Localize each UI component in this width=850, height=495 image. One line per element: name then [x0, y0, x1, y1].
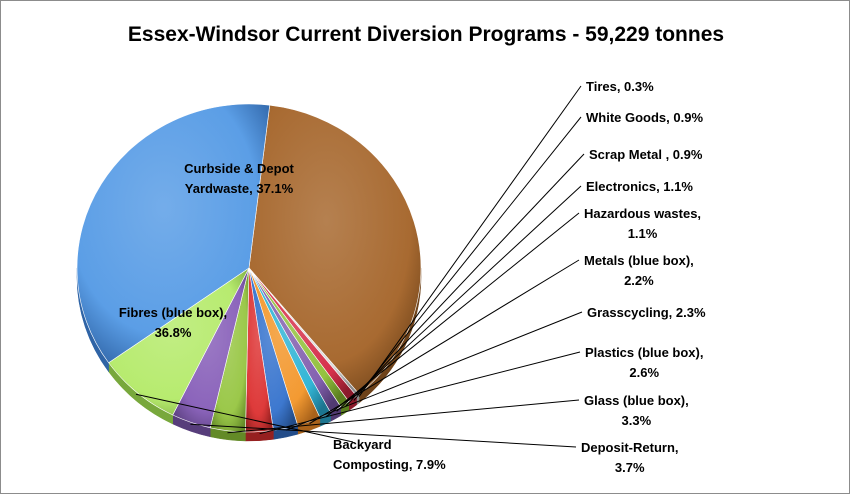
leader-line-deposit-return — [190, 423, 577, 448]
leader-line-plastics-blue-box — [259, 351, 581, 435]
leader-line-grasscycling — [285, 311, 583, 431]
slice-label-white-goods: White Goods, 0.9% — [586, 110, 703, 125]
slice-label-hazardous-wastes: Hazardous wastes, 1.1% — [584, 206, 701, 241]
slice-label-scrap-metal: Scrap Metal , 0.9% — [589, 147, 703, 162]
chart-title: Essex-Windsor Current Diversion Programs… — [128, 23, 724, 46]
slice-labels: Curbside & Depot Yardwaste, 37.1% Tires, 0… — [119, 79, 706, 475]
slice-label-fibres-blue-box: Fibres (blue box), 36.8% — [119, 305, 227, 340]
slice-label-plastics-blue-box: Plastics (blue box), 2.6% — [585, 345, 703, 380]
slice-label-tires: Tires, 0.3% — [586, 79, 654, 94]
leader-lines — [135, 85, 585, 448]
leader-line-scrap-metal — [345, 153, 585, 407]
leader-line-electronics — [336, 185, 582, 412]
slice-label-grasscycling: Grasscycling, 2.3% — [587, 305, 706, 320]
leader-line-white-goods — [353, 116, 582, 401]
slice-curbside-depot-yardwaste[interactable] — [248, 104, 422, 395]
pie-slices — [76, 103, 422, 433]
slice-label-metals-blue-box: Metals (blue box), 2.2% — [584, 253, 694, 288]
slice-label-backyard-composting: Backyard Composting, 7.9% — [333, 437, 446, 472]
leader-line-tires — [358, 85, 582, 397]
slice-label-deposit-return: Deposit-Return, 3.7% — [581, 440, 679, 475]
leader-line-hazardous-wastes — [325, 212, 580, 418]
slice-fibres-blue-box[interactable] — [76, 103, 271, 364]
leader-line-backyard-composting — [135, 393, 354, 443]
slice-label-curbside-depot-yardwaste: Curbside & Depot Yardwaste, 37.1% — [184, 161, 294, 196]
slice-label-glass-blue-box: Glass (blue box), 3.3% — [584, 393, 689, 428]
slice-label-electronics: Electronics, 1.1% — [586, 179, 693, 194]
leader-line-metals-blue-box — [309, 259, 580, 425]
